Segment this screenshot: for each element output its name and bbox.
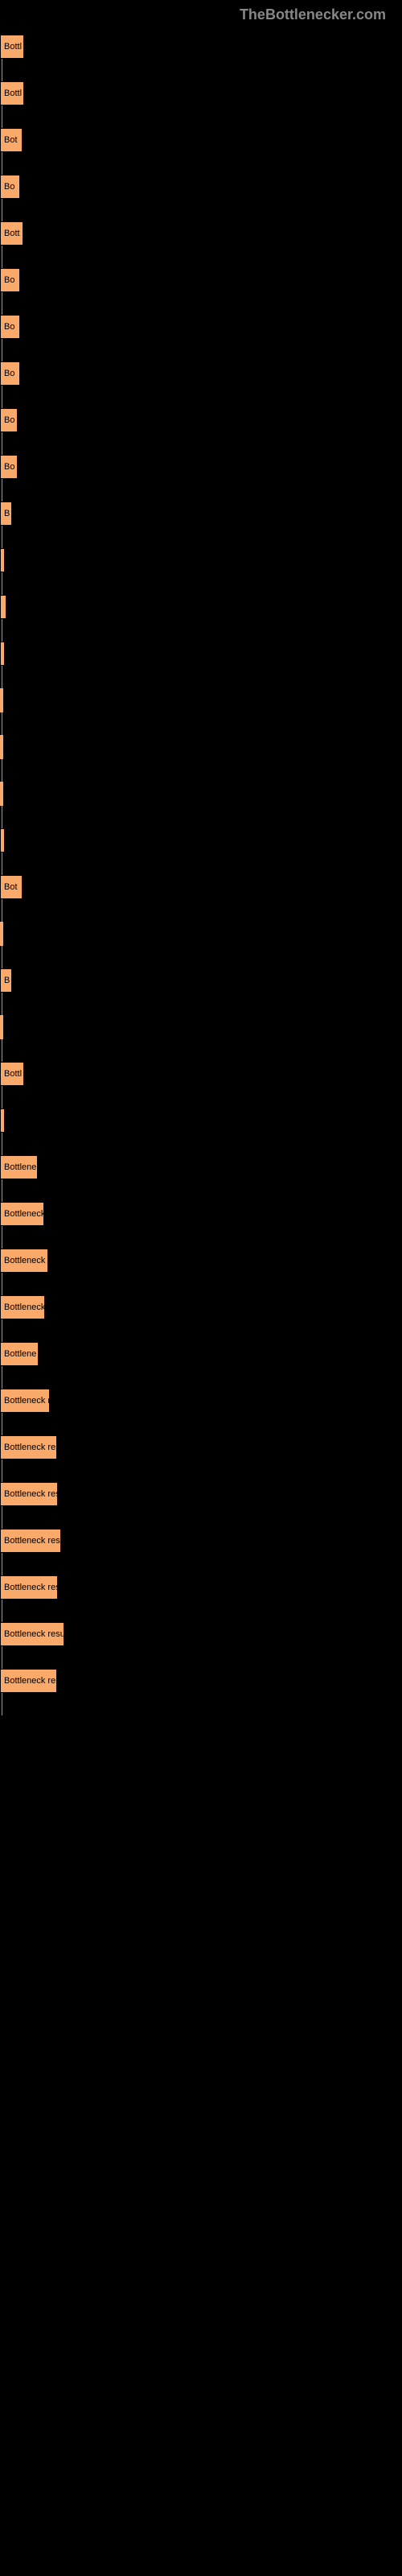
bar-row [0, 828, 402, 852]
bar: Bottlene [0, 1155, 38, 1179]
bar-row: Bottlene [0, 1155, 402, 1179]
bar-row [0, 595, 402, 619]
bar: Bottl [0, 81, 24, 105]
bar: Bottleneck re [0, 1669, 57, 1693]
bar-row: Bottlene [0, 1342, 402, 1366]
bar-row [0, 642, 402, 666]
bar: Bottleneck resu [0, 1622, 64, 1646]
bar: Bottleneck resu [0, 1529, 61, 1553]
bar-row: Bottleneck res [0, 1482, 402, 1506]
bar: B [0, 968, 12, 993]
bar: Bottleneck res [0, 1575, 58, 1600]
bar: Bot [0, 875, 23, 899]
bar-row: Bottleneck re [0, 1389, 402, 1413]
bar-row: Bottleneck resu [0, 1622, 402, 1646]
bar [0, 548, 5, 572]
bar-row: Bo [0, 315, 402, 339]
bar [0, 1015, 3, 1039]
bar-row: B [0, 968, 402, 993]
bar: Bottl [0, 1062, 24, 1086]
bar-row [0, 1108, 402, 1133]
bar: Bottleneck [0, 1295, 45, 1319]
bar: B [0, 502, 12, 526]
bar-row: Bottleneck res [0, 1435, 402, 1459]
bar-row: Bottleneck res [0, 1575, 402, 1600]
bar: Bottleneck res [0, 1435, 57, 1459]
bar: Bot [0, 128, 23, 152]
bar-row: Bottleneck re [0, 1669, 402, 1693]
bar [0, 828, 5, 852]
bar: Bottleneck re [0, 1389, 50, 1413]
bar: Bo [0, 455, 18, 479]
bar-row: Bo [0, 455, 402, 479]
bar: Bo [0, 361, 20, 386]
bar [0, 595, 6, 619]
bar-row: Bottl [0, 1062, 402, 1086]
bar-row: B [0, 502, 402, 526]
bar [0, 642, 5, 666]
bar: Bottl [0, 35, 24, 59]
bar-row: Bo [0, 361, 402, 386]
bar-row [0, 688, 402, 712]
bar-row: Bo [0, 268, 402, 292]
bar-row: Bo [0, 408, 402, 432]
bar-row: Bottleneck [0, 1202, 402, 1226]
bar: Bott [0, 221, 23, 246]
bar: Bo [0, 408, 18, 432]
bar: Bottleneck res [0, 1482, 58, 1506]
bar-row: Bottleneck resu [0, 1529, 402, 1553]
bar: Bo [0, 175, 20, 199]
bar [0, 922, 3, 946]
bar-row: Bot [0, 128, 402, 152]
bar [0, 1108, 5, 1133]
bar: Bo [0, 268, 20, 292]
brand-watermark: TheBottlenecker.com [0, 0, 402, 27]
bar: Bottleneck [0, 1202, 44, 1226]
bar-row [0, 548, 402, 572]
bar-row [0, 782, 402, 806]
bar: Bottlene [0, 1342, 39, 1366]
bar [0, 735, 3, 759]
bar-row [0, 1015, 402, 1039]
bar-row: Bottleneck [0, 1295, 402, 1319]
bar-row [0, 735, 402, 759]
bar [0, 782, 3, 806]
bar-row [0, 922, 402, 946]
bar: Bo [0, 315, 20, 339]
bar-row: Bot [0, 875, 402, 899]
bar-row: Bottl [0, 35, 402, 59]
bar: Bottleneck r [0, 1249, 48, 1273]
bar-row: Bottl [0, 81, 402, 105]
bar-row: Bott [0, 221, 402, 246]
bar-row: Bottleneck r [0, 1249, 402, 1273]
bar-row: Bo [0, 175, 402, 199]
bar [0, 688, 3, 712]
bar-chart: Bottl Bottl Bot Bo Bott Bo Bo Bo Bo Bo B [0, 27, 402, 1724]
